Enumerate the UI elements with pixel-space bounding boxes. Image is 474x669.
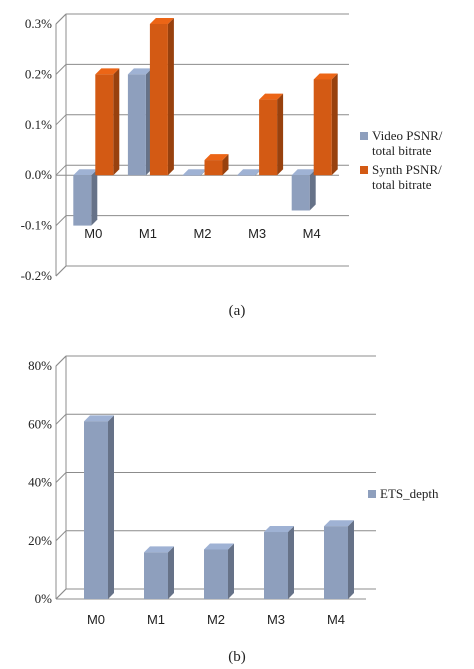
y-tick-label: 0.3% <box>25 16 52 31</box>
chart-a: 0.3% 0.2% 0.1% 0.0% -0.1% -0.2% M0 M1 M2 M3 M4 Vide… <box>21 13 443 283</box>
y-tick-label: 0% <box>35 591 53 606</box>
bar-top <box>264 526 294 533</box>
bar-top <box>204 543 234 550</box>
gridline-diagonal <box>55 530 67 542</box>
legend-swatch <box>360 166 368 174</box>
bar-side <box>228 543 234 599</box>
x-tick-label: M2 <box>207 612 225 627</box>
y-tick-label: 0.1% <box>25 117 52 132</box>
bar <box>291 175 310 211</box>
gridline-diagonal <box>55 64 67 75</box>
bar-side <box>168 546 174 599</box>
bar <box>127 74 146 176</box>
x-tick-label: M0 <box>84 226 102 241</box>
y-tick-label: 80% <box>28 358 52 373</box>
x-tick-label: M2 <box>193 226 211 241</box>
bar-top <box>149 18 174 24</box>
legend-label: total bitrate <box>372 177 432 192</box>
bar <box>73 175 92 226</box>
x-tick-label: M3 <box>267 612 285 627</box>
x-tick-label: M4 <box>327 612 345 627</box>
bar-top <box>324 520 354 527</box>
bar <box>259 99 278 176</box>
chart-b: 80% 60% 40% 20% 0% M0 M1 M2 M3 M4 ETS_depth <box>28 355 439 627</box>
bar-top <box>95 68 120 75</box>
legend-label: Video PSNR/ <box>372 128 443 143</box>
bar-top <box>127 68 152 75</box>
bar-top <box>144 546 174 553</box>
gridline-diagonal <box>55 588 67 600</box>
bar <box>264 532 288 599</box>
bar-top <box>84 415 114 422</box>
x-tick-label: M1 <box>147 612 165 627</box>
bar-side <box>108 415 114 599</box>
bar <box>144 552 168 599</box>
bar <box>237 175 256 176</box>
x-tick-label: M3 <box>248 226 266 241</box>
y-tick-label: 0.0% <box>25 167 52 182</box>
x-tick-label: M0 <box>87 612 105 627</box>
gridline-diagonal <box>55 265 67 277</box>
y-tick-label: 20% <box>28 533 52 548</box>
bar-side <box>167 18 174 176</box>
bar <box>204 549 228 599</box>
bar-top <box>73 169 98 176</box>
bar-top <box>313 73 338 80</box>
y-tick-label: -0.2% <box>21 268 53 283</box>
bar <box>149 24 168 176</box>
gridline-diagonal <box>55 164 67 176</box>
bar-top <box>237 169 262 176</box>
x-tick-label: M1 <box>139 226 157 241</box>
bar <box>84 421 108 599</box>
bar-side <box>309 169 316 211</box>
bar <box>204 160 223 176</box>
bar <box>182 175 201 176</box>
legend-label: ETS_depth <box>380 486 439 501</box>
bar-side <box>288 526 294 599</box>
caption-a: (a) <box>229 303 246 319</box>
gridline-diagonal <box>55 355 67 367</box>
bar-top <box>182 169 207 176</box>
y-tick-label: -0.1% <box>21 218 53 233</box>
bar <box>324 526 348 599</box>
gridline-diagonal <box>55 413 67 425</box>
legend-label: total bitrate <box>372 143 432 158</box>
bar-top <box>259 93 284 100</box>
bar-side <box>222 154 229 176</box>
legend-label: Synth PSNR/ <box>372 162 442 177</box>
gridline-diagonal <box>55 472 67 483</box>
bar-side <box>277 93 284 176</box>
x-tick-label: M4 <box>303 226 321 241</box>
bar-side <box>331 73 338 176</box>
y-tick-label: 0.2% <box>25 66 52 81</box>
bar-side <box>348 520 354 599</box>
gridline-diagonal <box>55 215 67 226</box>
caption-b: (b) <box>228 649 246 665</box>
bar-top <box>291 169 316 176</box>
bar-side <box>113 68 120 176</box>
legend-swatch <box>360 132 368 140</box>
gridline-diagonal <box>55 114 67 126</box>
bar <box>95 74 114 176</box>
legend-swatch <box>368 490 376 498</box>
bar-top <box>204 154 229 161</box>
bar <box>313 79 332 176</box>
bar-side <box>91 169 98 226</box>
y-tick-label: 60% <box>28 416 52 431</box>
y-tick-label: 40% <box>28 475 52 490</box>
gridline-diagonal <box>55 13 67 25</box>
